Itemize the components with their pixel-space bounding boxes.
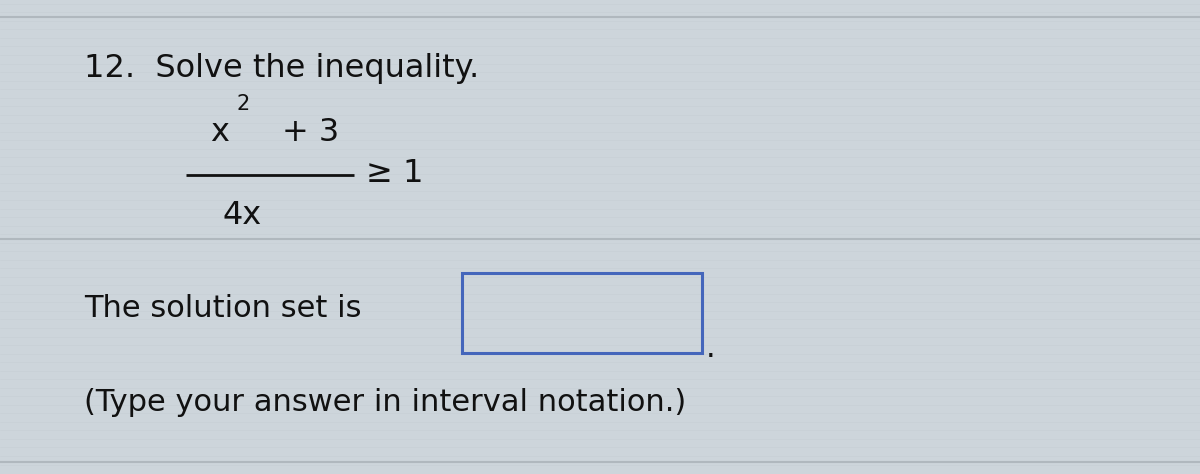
Text: 4x: 4x: [222, 200, 262, 231]
Text: + 3: + 3: [282, 117, 340, 148]
Text: x: x: [210, 117, 229, 148]
Text: 12.  Solve the inequality.: 12. Solve the inequality.: [84, 53, 479, 84]
Text: .: .: [706, 334, 715, 363]
Text: (Type your answer in interval notation.): (Type your answer in interval notation.): [84, 388, 686, 418]
Text: ≥ 1: ≥ 1: [366, 157, 424, 189]
Text: The solution set is: The solution set is: [84, 293, 361, 323]
Text: 2: 2: [236, 94, 250, 114]
